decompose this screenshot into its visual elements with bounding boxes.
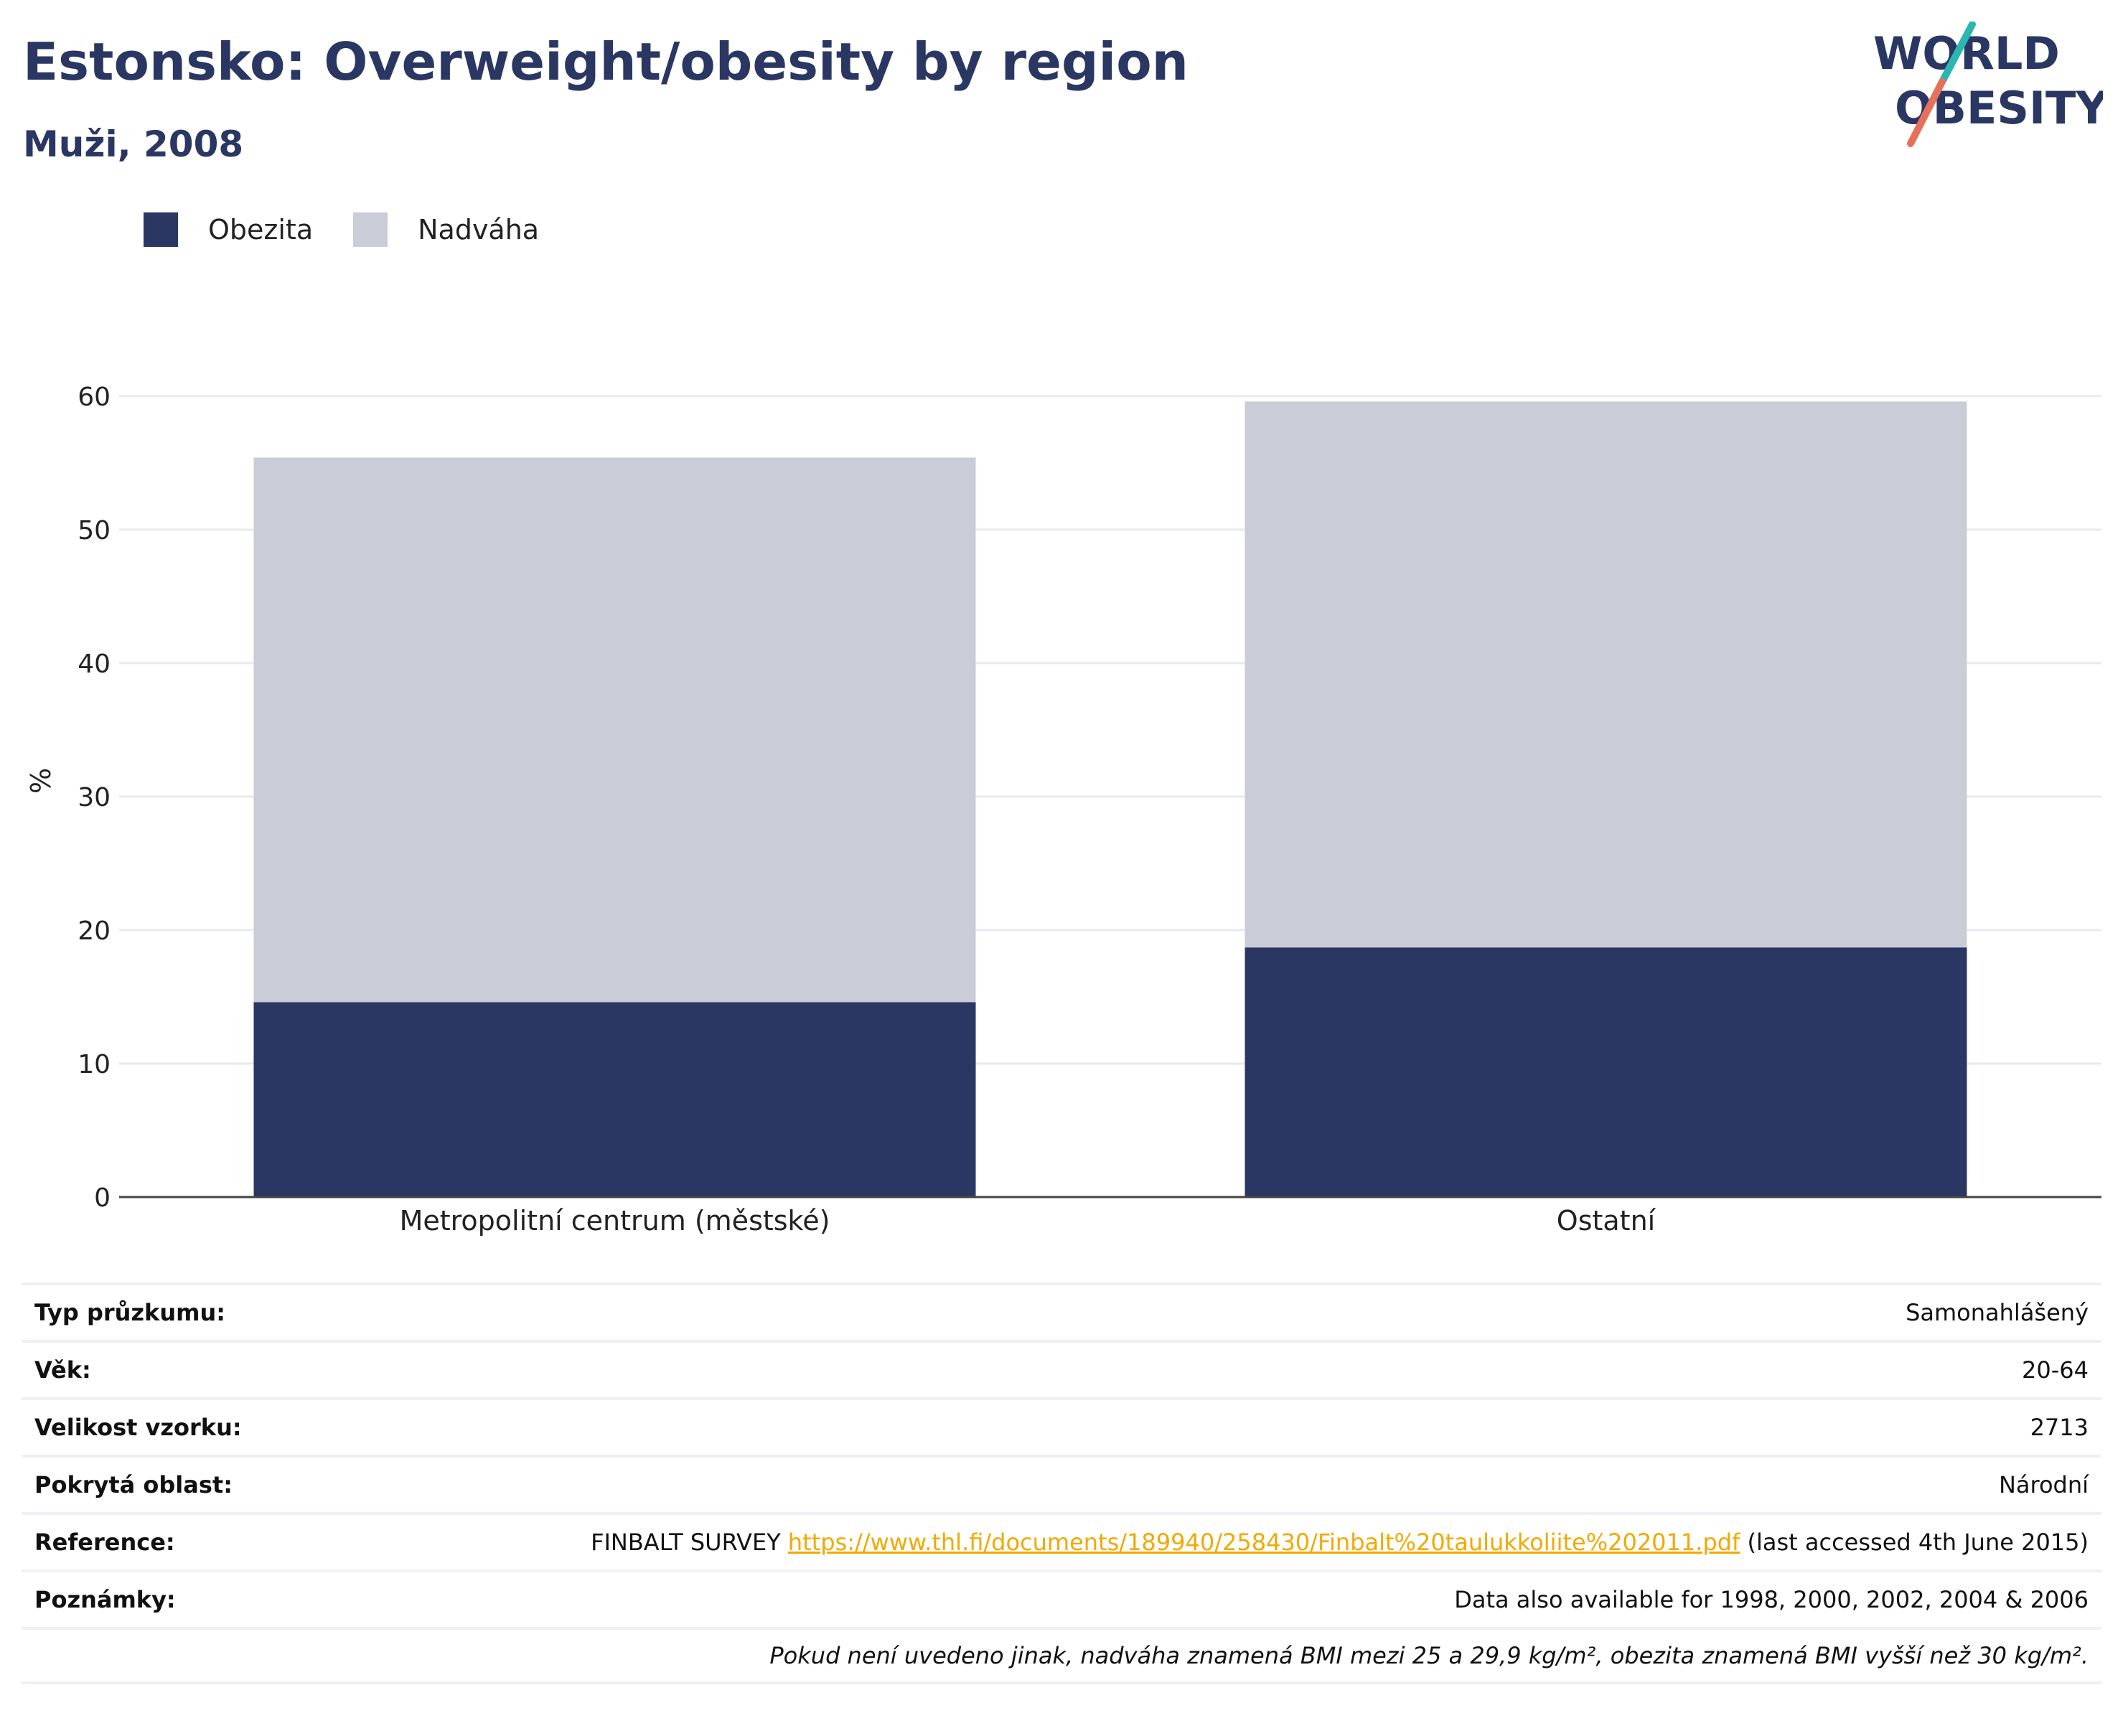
legend-label-obezita: Obezita (208, 214, 314, 245)
info-table: Typ průzkumu: Samonahlášený Věk: 20-64 V… (22, 1282, 2101, 1684)
info-label: Reference: (34, 1529, 175, 1556)
legend-swatch-obezita (144, 212, 178, 247)
x-tick-label: Metropolitní centrum (městské) (400, 1205, 830, 1237)
bar-obezita[interactable] (253, 1002, 976, 1197)
info-row-notes: Poznámky: Data also available for 1998, … (22, 1570, 2101, 1627)
legend-swatch-nadvaha (353, 212, 388, 247)
info-row-survey-type: Typ průzkumu: Samonahlášený (22, 1282, 2101, 1340)
world-obesity-logo: WORLD OBESITY (1873, 22, 2103, 147)
info-label: Věk: (34, 1356, 91, 1384)
info-row-footnote: Pokud není uvedeno jinak, nadváha znamen… (22, 1627, 2101, 1684)
info-value: Národní (1998, 1471, 2089, 1498)
y-tick-label: 60 (78, 383, 111, 412)
bar-nadvaha[interactable] (1245, 401, 1967, 948)
info-label: Velikost vzorku: (34, 1414, 242, 1441)
info-label: Poznámky: (34, 1586, 176, 1613)
x-tick-label: Ostatní (1557, 1205, 1656, 1237)
info-label: Pokrytá oblast: (34, 1471, 233, 1498)
y-tick-label: 30 (78, 783, 111, 812)
info-label: Typ průzkumu: (34, 1299, 226, 1326)
info-value: 2713 (2030, 1414, 2089, 1441)
y-tick-label: 40 (78, 649, 111, 679)
bar-chart: 0 10 20 30 40 50 60 Metropolitní centrum (městs… (25, 383, 2101, 1237)
legend-item-obezita[interactable]: Obezita (144, 212, 313, 247)
y-tick-label: 50 (78, 516, 111, 545)
info-row-area-covered: Pokrytá oblast: Národní (22, 1455, 2101, 1512)
y-tick-label: 10 (78, 1050, 111, 1079)
reference-link[interactable]: https://www.thl.fi/documents/189940/2584… (787, 1529, 1740, 1556)
info-value: 20-64 (2022, 1356, 2089, 1384)
reference-value: FINBALT SURVEY https://www.thl.fi/docume… (591, 1529, 2089, 1556)
legend: Obezita Nadváha (144, 212, 579, 247)
bar-nadvaha[interactable] (253, 457, 976, 1003)
footnote-text: Pokud není uvedeno jinak, nadváha znamen… (769, 1642, 2089, 1669)
info-row-reference: Reference: FINBALT SURVEY https://www.th… (22, 1512, 2101, 1570)
chart-subtitle: Muži, 2008 (23, 123, 244, 165)
chart-title: Estonsko: Overweight/obesity by region (23, 32, 1189, 92)
y-axis-label: % (25, 768, 57, 794)
y-tick-label: 0 (94, 1183, 111, 1213)
info-value: Samonahlášený (1906, 1299, 2089, 1326)
info-row-sample-size: Velikost vzorku: 2713 (22, 1397, 2101, 1455)
info-value: Data also available for 1998, 2000, 2002… (1454, 1586, 2089, 1613)
reference-prefix: FINBALT SURVEY (591, 1529, 788, 1556)
reference-suffix: (last accessed 4th June 2015) (1740, 1529, 2089, 1556)
y-tick-label: 20 (78, 916, 111, 946)
bar-obezita[interactable] (1245, 947, 1967, 1197)
legend-label-nadvaha: Nadváha (418, 214, 540, 245)
legend-item-nadvaha[interactable]: Nadváha (353, 212, 539, 247)
info-row-age: Věk: 20-64 (22, 1340, 2101, 1397)
